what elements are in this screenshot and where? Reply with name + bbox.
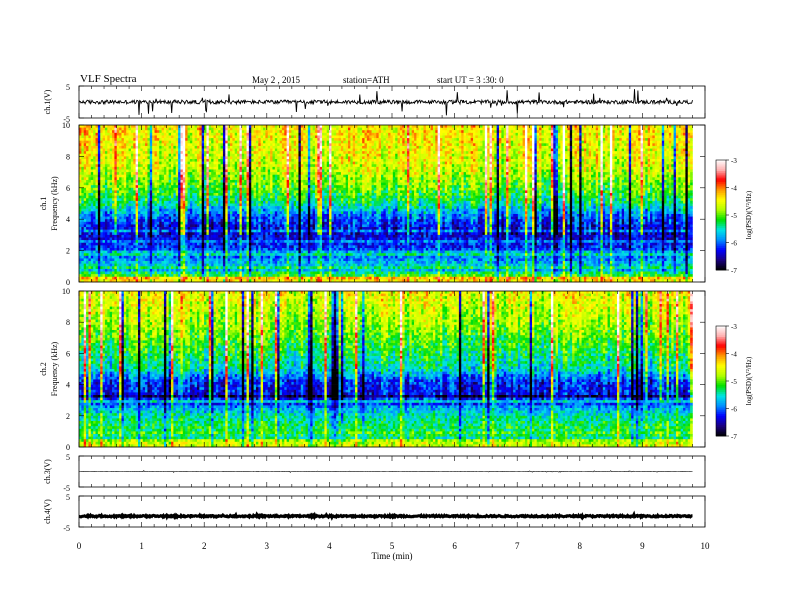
ch1-waveform-ytick-bottom: -5 xyxy=(63,115,70,124)
ch1-waveform-ytick-top: 5 xyxy=(66,83,70,92)
time-ticks-3 xyxy=(78,456,706,487)
ch1-spectrogram-ylabel-frequency: Frequency (kHz) xyxy=(50,176,59,231)
time-ticks-0 xyxy=(78,86,706,118)
ch2-spectrogram-ytick-2: 2 xyxy=(66,412,70,421)
time-tick-8: 8 xyxy=(578,541,583,551)
ch4-waveform-ytick-bottom: -5 xyxy=(63,524,70,533)
ch1-spectrogram-colorbar xyxy=(715,159,729,271)
station-label: station=ATH xyxy=(343,75,390,85)
ch2-spectrogram-colorbar-tick--5: -5 xyxy=(731,378,737,386)
ch1-spectrogram-image xyxy=(79,125,693,283)
time-tick-7: 7 xyxy=(515,541,520,551)
time-axis-label: Time (min) xyxy=(372,551,413,561)
ch2-spectrogram-ytick-10: 10 xyxy=(62,287,70,296)
time-tick-5: 5 xyxy=(390,541,395,551)
ch1-spectrogram-colorbar-tick--7: -7 xyxy=(731,267,737,275)
ch1-spectrogram-colorbar-tick--6: -6 xyxy=(731,240,737,248)
ch1-spectrogram-ylabel-channel: ch.1 xyxy=(39,197,48,211)
figure-title: VLF Spectra xyxy=(80,73,137,85)
ch2-spectrogram-image xyxy=(79,291,693,448)
time-tick-10: 10 xyxy=(701,541,711,551)
ch4-waveform-trace xyxy=(78,510,693,521)
time-tick-3: 3 xyxy=(265,541,270,551)
ch2-spectrogram-colorbar-tick--4: -4 xyxy=(731,351,737,359)
ch2-spectrogram-colorbar-tick--6: -6 xyxy=(731,406,737,414)
time-tick-6: 6 xyxy=(452,541,457,551)
ch2-spectrogram-ytick-0: 0 xyxy=(66,443,70,452)
ch2-spectrogram-ytick-6: 6 xyxy=(66,349,70,358)
time-ticks-1 xyxy=(78,125,706,282)
ch3-waveform-ylabel: ch.3(V) xyxy=(43,459,52,484)
date-label: May 2 , 2015 xyxy=(252,75,300,85)
ch2-spectrogram-ylabel-frequency: Frequency (kHz) xyxy=(50,341,59,396)
ch3-waveform-ytick-bottom: -5 xyxy=(63,484,70,493)
ch2-spectrogram-colorbar-tick--7: -7 xyxy=(731,433,737,441)
ch3-waveform-ytick-top: 5 xyxy=(66,453,70,462)
ch2-spectrogram-ytick-4: 4 xyxy=(66,381,70,390)
time-tick-4: 4 xyxy=(327,541,332,551)
ch3-waveform-trace xyxy=(78,469,693,474)
ch2-spectrogram-colorbar-label: log(PSD)(V²/Hz) xyxy=(745,356,753,405)
ch2-spectrogram-ytick-8: 8 xyxy=(66,318,70,327)
time-ticks-2 xyxy=(78,291,706,447)
ch1-spectrogram-ytick-6: 6 xyxy=(66,184,70,193)
ch1-spectrogram-colorbar-tick--3: -3 xyxy=(731,157,737,165)
time-tick-1: 1 xyxy=(139,541,144,551)
ch1-spectrogram-ytick-10: 10 xyxy=(62,121,70,130)
ch1-spectrogram-colorbar-label: log(PSD)(V²/Hz) xyxy=(745,190,753,239)
ch1-spectrogram-ytick-8: 8 xyxy=(66,152,70,161)
time-tick-9: 9 xyxy=(640,541,645,551)
time-tick-0: 0 xyxy=(77,541,82,551)
ch2-spectrogram-colorbar-tick--3: -3 xyxy=(731,323,737,331)
time-ticks-4 xyxy=(78,496,706,527)
ch1-spectrogram-colorbar-tick--5: -5 xyxy=(731,212,737,220)
ch2-spectrogram-colorbar xyxy=(715,325,729,437)
start-time-label: start UT = 3 :30: 0 xyxy=(437,75,504,85)
ch1-spectrogram-ytick-0: 0 xyxy=(66,278,70,287)
time-tick-2: 2 xyxy=(202,541,207,551)
ch4-waveform-ytick-top: 5 xyxy=(66,493,70,502)
ch1-spectrogram-ytick-4: 4 xyxy=(66,215,70,224)
ch1-spectrogram-colorbar-tick--4: -4 xyxy=(731,185,737,193)
ch4-waveform-ylabel: ch.4(V) xyxy=(43,499,52,524)
ch1-waveform-ylabel: ch.1(V) xyxy=(43,89,52,114)
ch2-spectrogram-ylabel-channel: ch.2 xyxy=(39,362,48,376)
ch1-spectrogram-ytick-2: 2 xyxy=(66,247,70,256)
ch1-waveform-trace xyxy=(78,89,693,116)
